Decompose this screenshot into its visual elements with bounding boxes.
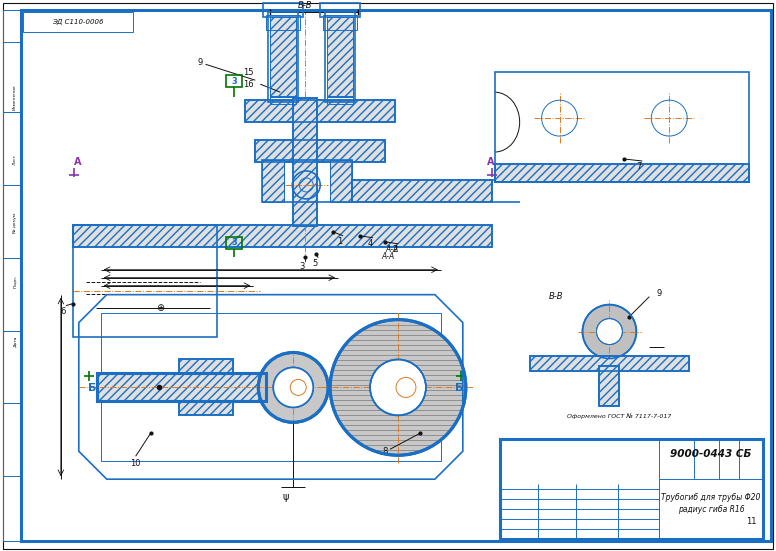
Bar	[262, 160, 352, 202]
Bar	[330, 160, 352, 202]
Bar	[73, 225, 492, 247]
Bar	[327, 18, 353, 97]
Circle shape	[370, 359, 426, 415]
Bar	[73, 225, 492, 247]
Text: 9: 9	[656, 289, 662, 298]
Text: 2: 2	[393, 245, 397, 254]
Text: 9: 9	[198, 58, 203, 67]
Text: В-В: В-В	[298, 1, 313, 10]
Text: 9000-0443 СБ: 9000-0443 СБ	[670, 449, 752, 459]
Text: Трубогиб для трубы Φ20: Трубогиб для трубы Φ20	[661, 493, 760, 501]
Bar	[293, 98, 317, 226]
Bar	[352, 180, 492, 202]
Bar	[270, 18, 296, 97]
Text: А: А	[487, 157, 495, 167]
Bar	[178, 401, 234, 415]
Circle shape	[273, 368, 314, 407]
Bar	[599, 366, 619, 407]
Bar	[320, 3, 360, 18]
Text: 5: 5	[313, 259, 318, 268]
Circle shape	[583, 305, 636, 359]
Bar	[500, 439, 763, 539]
Text: 11: 11	[746, 517, 757, 526]
Bar	[352, 180, 492, 202]
Text: Оформлено ГОСТ № 7117-7-017: Оформлено ГОСТ № 7117-7-017	[567, 413, 671, 419]
Text: 16: 16	[243, 80, 254, 89]
Text: 7: 7	[636, 163, 642, 171]
Bar	[178, 359, 234, 374]
Text: 4: 4	[367, 239, 372, 249]
Bar	[263, 3, 303, 18]
Bar	[227, 75, 242, 87]
Text: Дата: Дата	[13, 336, 17, 347]
Bar	[327, 96, 353, 104]
Bar	[530, 355, 689, 371]
Text: Б: Б	[88, 383, 96, 393]
Bar	[23, 12, 133, 33]
Text: А-А: А-А	[381, 252, 395, 261]
Bar	[255, 140, 385, 162]
Text: ψ: ψ	[282, 492, 289, 502]
Bar	[245, 100, 395, 122]
Text: Б: Б	[456, 383, 464, 393]
Bar	[97, 374, 266, 401]
Bar	[101, 312, 441, 461]
Bar	[178, 359, 234, 374]
Text: 3: 3	[231, 77, 237, 86]
Circle shape	[597, 318, 622, 344]
Bar	[495, 72, 749, 182]
Text: Лист: Лист	[13, 153, 17, 165]
Bar	[3, 10, 21, 541]
Text: 8: 8	[383, 447, 388, 456]
Bar	[495, 164, 749, 182]
Bar	[255, 140, 385, 162]
Bar	[266, 15, 300, 30]
Text: 1: 1	[338, 237, 343, 246]
Text: 15: 15	[243, 68, 254, 77]
Text: ЭД С110-0006: ЭД С110-0006	[52, 19, 103, 25]
Bar	[495, 164, 749, 182]
Text: № докум.: № докум.	[13, 211, 17, 233]
Bar	[268, 12, 298, 102]
Text: 3: 3	[231, 238, 237, 247]
Text: А: А	[74, 157, 81, 167]
Bar	[227, 237, 242, 249]
Bar	[530, 355, 689, 371]
Bar	[262, 160, 284, 202]
Bar	[73, 225, 217, 337]
Circle shape	[330, 320, 466, 455]
Text: 6: 6	[61, 307, 65, 316]
Bar	[97, 374, 266, 401]
Text: радиус гиба R16: радиус гиба R16	[678, 505, 744, 514]
Bar	[178, 401, 234, 415]
Text: 3: 3	[300, 262, 305, 271]
Text: А-А: А-А	[386, 245, 399, 254]
Bar	[599, 366, 619, 407]
Bar	[330, 160, 352, 202]
Circle shape	[258, 353, 328, 422]
Bar	[325, 12, 355, 102]
Bar	[270, 96, 296, 104]
Bar	[262, 160, 284, 202]
Bar	[270, 18, 296, 97]
Bar	[293, 98, 317, 226]
Bar	[323, 15, 357, 30]
Text: Изменение: Изменение	[13, 84, 17, 110]
Text: Подп.: Подп.	[13, 275, 17, 288]
Text: ⊕: ⊕	[157, 302, 165, 312]
Bar	[327, 18, 353, 97]
Text: 10: 10	[130, 459, 141, 468]
Text: В-В: В-В	[549, 292, 563, 301]
Bar	[245, 100, 395, 122]
